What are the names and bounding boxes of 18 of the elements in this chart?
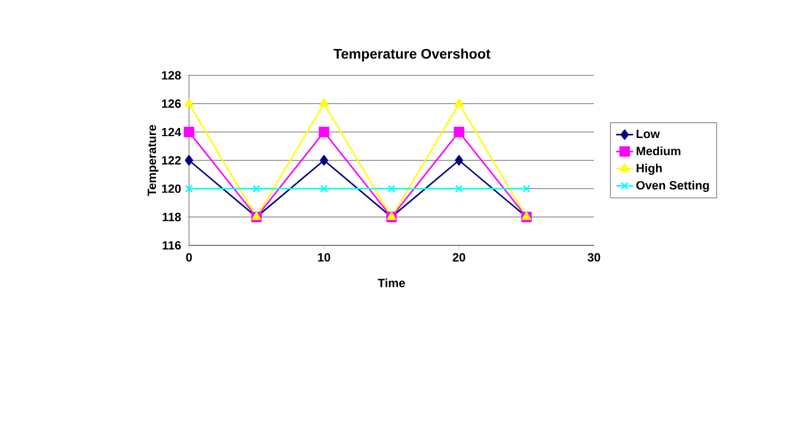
legend-label: Medium: [636, 146, 680, 156]
y-tick-label: 120: [162, 184, 181, 193]
x-axis-title: Time: [378, 278, 405, 288]
legend-label: Low: [636, 130, 660, 138]
y-tick-label: 126: [162, 99, 181, 108]
y-tick-label: 128: [162, 71, 181, 80]
y-tick-label: 122: [162, 156, 181, 165]
y-tick-label: 116: [162, 241, 181, 250]
x-tick-label: 10: [318, 253, 330, 262]
y-tick-label: 118: [162, 212, 181, 222]
y-tick-label: 124: [162, 128, 182, 136]
y-axis-title: Temperature: [148, 124, 158, 196]
chart-title: Temperature Overshoot: [334, 48, 490, 62]
legend-label: High: [636, 164, 662, 175]
x-tick-label: 20: [452, 253, 466, 262]
legend-label: Oven Setting: [636, 180, 709, 192]
x-tick-label: 30: [588, 253, 600, 262]
x-tick-label: 0: [186, 253, 192, 262]
